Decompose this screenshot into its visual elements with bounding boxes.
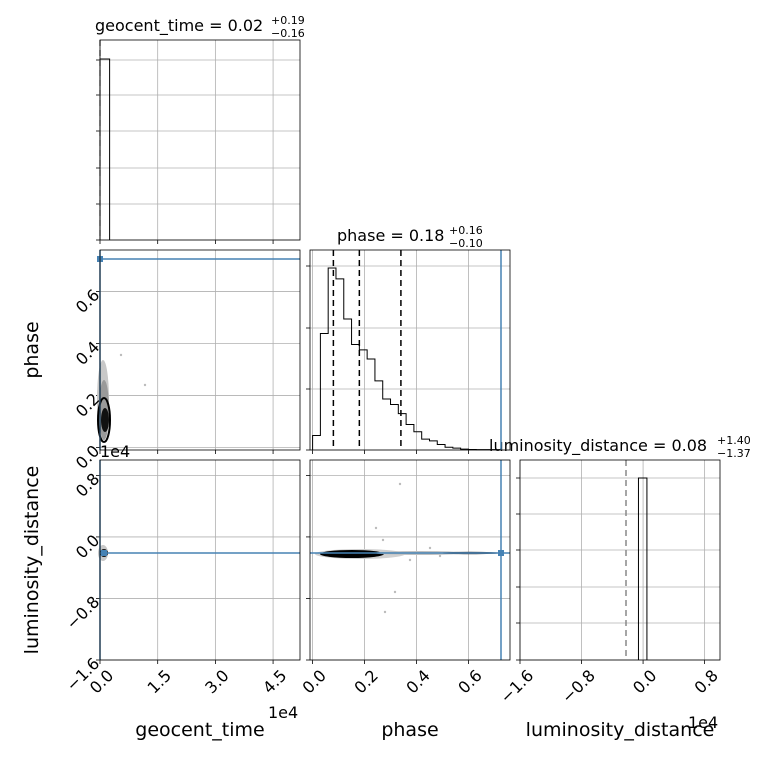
density-ld-vs-phase [315, 482, 500, 614]
tick-labels: 0.0 1.5 3.0 4.5 0.0 0.2 0.4 0.6 −1.6 −0.8 0.0 0.80.… [62, 285, 722, 706]
offset-ld-y: 1e4 [100, 442, 130, 461]
ytick-label-luminosity_distance: 0.0 [72, 531, 103, 562]
xtick-label-luminosity_distance: −0.8 [558, 666, 599, 707]
xlabel-phase: phase [381, 719, 438, 741]
title-phase-plus: +0.16 [449, 224, 483, 237]
xtick-label-geocent_time: 1.5 [144, 666, 175, 697]
ytick-label-luminosity_distance: 0.8 [72, 469, 103, 500]
ytick-label-phase: 0.6 [72, 285, 103, 316]
truth-point-2 [101, 550, 107, 556]
xtick-label-luminosity_distance: 0.0 [629, 666, 660, 697]
panel-phase-hist [306, 249, 511, 454]
xtick-label-phase: 0.2 [350, 666, 381, 697]
xtick-label-phase: 0.0 [298, 666, 329, 697]
xtick-label-phase: 0.4 [402, 666, 433, 697]
title-geocent-time-plus: +0.19 [271, 14, 305, 27]
hist-geocent-time [99, 58, 111, 240]
hist-phase [312, 267, 501, 451]
density-phase-vs-geocent-time [97, 353, 147, 443]
xtick-label-geocent_time: 3.0 [201, 666, 232, 697]
xlabel-geocent-time: geocent_time [135, 719, 264, 741]
title-phase-minus: −0.10 [449, 237, 483, 250]
ytick-label-phase: 0.0 [72, 441, 103, 472]
ylabel-phase: phase [21, 321, 43, 378]
xtick-label-luminosity_distance: 0.8 [690, 666, 721, 697]
panel-ld-vs-phase [306, 459, 511, 664]
title-geocent-time-minus: −0.16 [271, 27, 305, 40]
xtick-label-phase: 0.6 [454, 666, 485, 697]
hist-luminosity-distance [637, 477, 648, 660]
title-geocent-time: geocent_time = 0.02 [95, 16, 263, 36]
xlabel-luminosity-distance: luminosity_distance [526, 719, 715, 741]
panel-geocent-time-hist [96, 39, 301, 244]
title-phase: phase = 0.18 [337, 226, 444, 245]
offset-ld-x: 1e4 [688, 713, 718, 732]
panel-ld-hist [516, 459, 721, 664]
xtick-label-geocent_time: 4.5 [259, 666, 290, 697]
ylabel-luminosity-distance: luminosity_distance [21, 466, 43, 655]
ytick-label-phase: 0.4 [72, 337, 103, 368]
panel-ld-vs-geocent-time [96, 459, 301, 664]
offset-geocent-time: 1e4 [268, 703, 298, 722]
panel-phase-vs-geocent-time [96, 249, 301, 454]
title-luminosity-distance-minus: −1.37 [717, 447, 751, 460]
truth-point-3 [498, 550, 504, 556]
title-luminosity-distance: luminosity_distance = 0.08 [489, 436, 707, 456]
xtick-label-luminosity_distance: −1.6 [496, 666, 537, 707]
title-luminosity-distance-plus: +1.40 [717, 434, 751, 447]
